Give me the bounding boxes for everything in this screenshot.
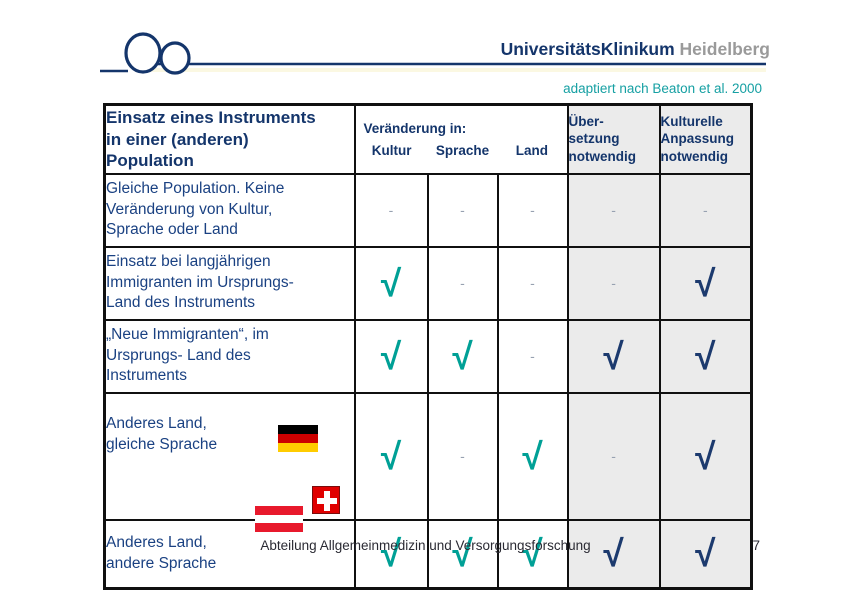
germany-flag-icon	[277, 405, 318, 453]
page-number: 7	[752, 538, 760, 553]
change-group-label: Veränderung in:	[363, 120, 467, 136]
mark-adaptation: √	[658, 519, 753, 590]
mark-kultur: √	[353, 519, 429, 590]
row-label: Gleiche Population. Keine Veränderung vo…	[103, 172, 356, 248]
logo-circles-icon	[100, 32, 766, 75]
adaptation-matrix-table: Einsatz eines Instruments in einer (ande…	[103, 103, 754, 590]
mark-kultur: √	[353, 245, 429, 321]
mark-kultur: √	[353, 318, 429, 394]
switzerland-flag-icon	[311, 486, 340, 515]
mark-sprache: √	[426, 318, 499, 394]
brand-title: UniversitätsKlinikum Heidelberg	[501, 39, 770, 60]
row-label: Anderes Land, gleiche Sprache	[106, 415, 218, 454]
column-header-translation: Über- setzung notwendig	[566, 103, 661, 175]
mark-land: -	[496, 318, 569, 394]
brand-secondary: Heidelberg	[679, 39, 770, 59]
mark-land: -	[496, 172, 569, 248]
mark-land: -	[496, 245, 569, 321]
attribution-note: adaptiert nach Beaton et al. 2000	[563, 81, 762, 96]
mark-sprache: -	[426, 245, 499, 321]
row-label: „Neue Immigranten“, im Ursprungs- Land d…	[103, 318, 356, 394]
table-row: Anderes Land, gleiche Sprache √ - √ - √	[103, 391, 753, 532]
brand-primary: UniversitätsKlinikum	[500, 39, 675, 59]
mark-translation: -	[566, 391, 661, 522]
column-header-kultur: Kultur	[371, 142, 412, 158]
mark-translation: √	[566, 318, 661, 394]
column-header-adaptation: Kulturelle Anpassung notwendig	[658, 103, 753, 175]
table-row: Einsatz bei langjährigen Immigranten im …	[103, 245, 753, 321]
table-row: Gleiche Population. Keine Veränderung vo…	[103, 172, 753, 248]
mark-kultur: √	[353, 391, 429, 522]
mark-land: √	[496, 519, 569, 590]
row-label: Anderes Land, andere Sprache	[103, 519, 356, 590]
clinic-logo	[98, 28, 770, 80]
mark-sprache: -	[426, 391, 499, 522]
mark-land: √	[496, 391, 569, 522]
mark-kultur: -	[353, 172, 429, 248]
scenario-column-header: Einsatz eines Instruments in einer (ande…	[103, 103, 356, 175]
mark-adaptation: -	[658, 172, 753, 248]
austria-flag-icon	[255, 485, 303, 532]
table-row: Anderes Land, andere Sprache √ √ √ √ √	[103, 519, 753, 590]
mark-adaptation: √	[658, 318, 753, 394]
mark-adaptation: √	[658, 391, 753, 522]
mark-adaptation: √	[658, 245, 753, 321]
table-row: „Neue Immigranten“, im Ursprungs- Land d…	[103, 318, 753, 394]
mark-translation: -	[566, 245, 661, 321]
mark-sprache: -	[426, 172, 499, 248]
column-header-land: Land	[515, 142, 548, 158]
header-row: Einsatz eines Instruments in einer (ande…	[103, 103, 753, 175]
mark-translation: √	[566, 519, 661, 590]
change-group-header: Veränderung in: Kultur Sprache Land	[353, 103, 569, 175]
mark-translation: -	[566, 172, 661, 248]
footer-department: Abteilung Allgemeinmedizin und Versorgun…	[260, 538, 591, 553]
mark-sprache: √	[426, 519, 499, 590]
column-header-sprache: Sprache	[435, 142, 490, 158]
row-label-with-flags: Anderes Land, gleiche Sprache	[103, 391, 356, 532]
row-label: Einsatz bei langjährigen Immigranten im …	[103, 245, 356, 321]
